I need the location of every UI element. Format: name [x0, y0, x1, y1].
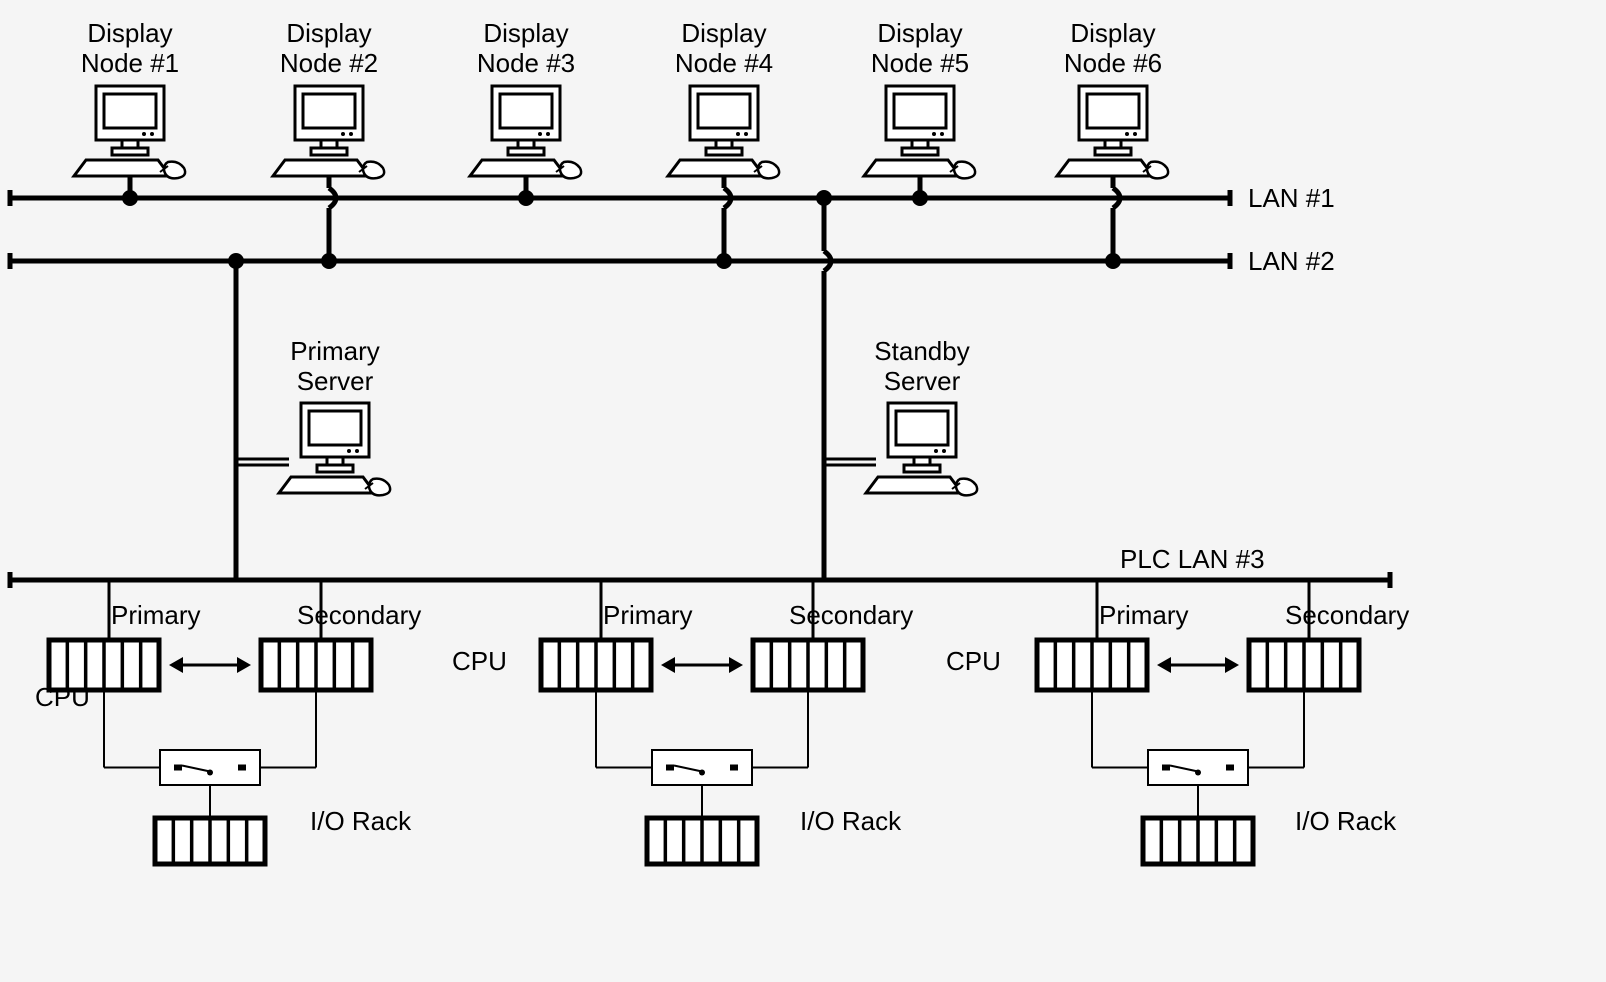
svg-text:Primary: Primary: [290, 336, 380, 366]
svg-text:Display: Display: [286, 18, 371, 48]
svg-text:Primary: Primary: [603, 600, 693, 630]
svg-text:Node #1: Node #1: [81, 48, 179, 78]
svg-text:Display: Display: [1070, 18, 1155, 48]
svg-text:Standby: Standby: [874, 336, 969, 366]
svg-text:Secondary: Secondary: [1285, 600, 1409, 630]
svg-text:I/O Rack: I/O Rack: [1295, 806, 1397, 836]
svg-text:I/O Rack: I/O Rack: [800, 806, 902, 836]
svg-text:Secondary: Secondary: [297, 600, 421, 630]
svg-text:CPU: CPU: [946, 646, 1001, 676]
svg-text:I/O Rack: I/O Rack: [310, 806, 412, 836]
svg-text:Node #2: Node #2: [280, 48, 378, 78]
network-diagram: LAN #1LAN #2DisplayNode #1DisplayNode #2…: [0, 0, 1606, 982]
svg-text:LAN #1: LAN #1: [1248, 183, 1335, 213]
svg-text:Server: Server: [297, 366, 374, 396]
svg-text:Display: Display: [87, 18, 172, 48]
svg-text:Node #3: Node #3: [477, 48, 575, 78]
svg-text:Display: Display: [483, 18, 568, 48]
svg-text:PLC LAN #3: PLC LAN #3: [1120, 544, 1265, 574]
svg-text:Primary: Primary: [111, 600, 201, 630]
svg-text:Secondary: Secondary: [789, 600, 913, 630]
svg-text:CPU: CPU: [35, 682, 90, 712]
svg-text:Display: Display: [681, 18, 766, 48]
svg-text:Display: Display: [877, 18, 962, 48]
svg-text:Node #4: Node #4: [675, 48, 773, 78]
svg-text:Node #6: Node #6: [1064, 48, 1162, 78]
svg-text:Node #5: Node #5: [871, 48, 969, 78]
svg-text:LAN #2: LAN #2: [1248, 246, 1335, 276]
svg-text:Server: Server: [884, 366, 961, 396]
svg-text:Primary: Primary: [1099, 600, 1189, 630]
svg-text:CPU: CPU: [452, 646, 507, 676]
